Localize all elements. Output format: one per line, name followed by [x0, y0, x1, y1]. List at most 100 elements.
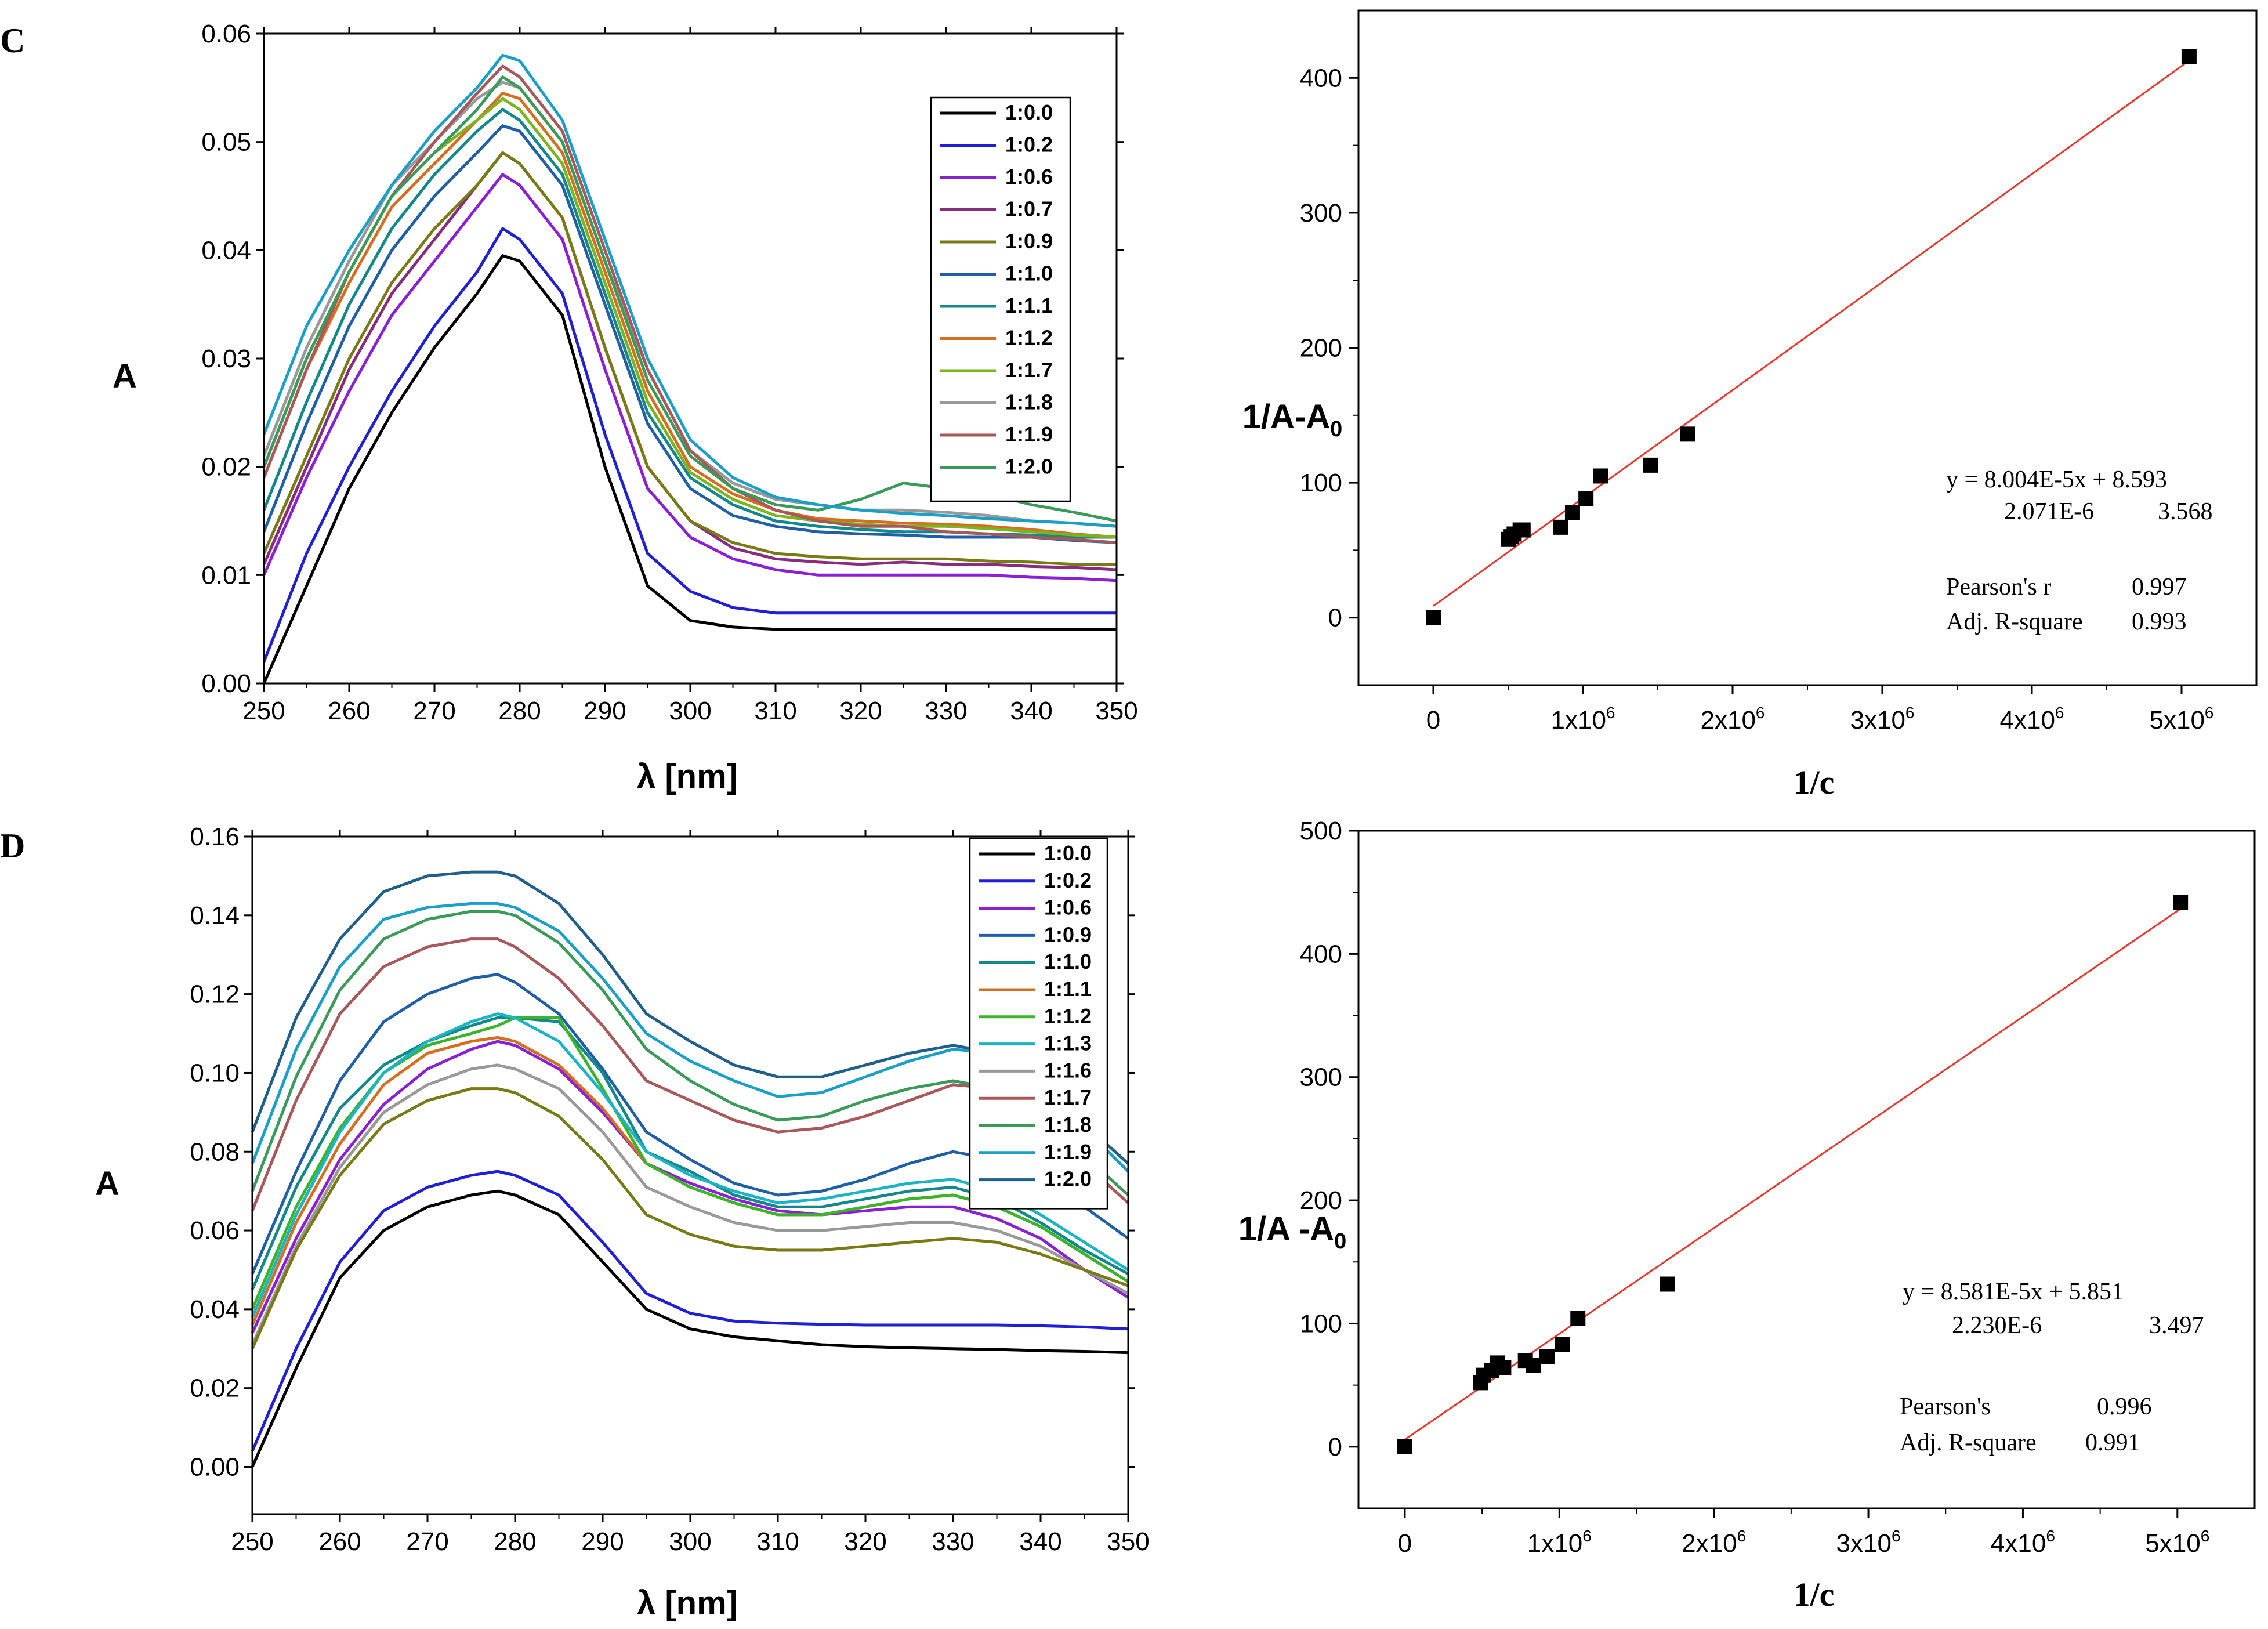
series-line	[262, 64, 1117, 544]
plot-frame	[1357, 9, 2258, 686]
y-axis-label: A	[113, 357, 137, 395]
x-tick-label: 260	[328, 697, 370, 725]
x-tick-label: 320	[839, 697, 882, 725]
data-point	[1680, 426, 1695, 442]
y-tick-label: 0	[1328, 604, 1342, 632]
series-line	[262, 124, 1117, 544]
data-point	[1526, 1358, 1541, 1373]
legend-label: 1:1.2	[1044, 1004, 1092, 1028]
fit-statistics: y = 8.004E-5x + 8.593 2.071E-6 3.568 Pea…	[1946, 466, 2213, 635]
y-tick-label: 400	[1300, 940, 1342, 968]
legend-label: 1:1.0	[1005, 262, 1053, 285]
y-tick-label: 0.00	[190, 1453, 240, 1482]
series-line	[262, 227, 1117, 663]
legend-label: 1:1.1	[1044, 977, 1092, 1001]
legend: 1:0.0 1:0.2 1:0.6 1:0.7 1:0.9 1:1.0 1:1.1 1:1.2…	[930, 96, 1071, 502]
y-tick-label: 0.16	[190, 823, 240, 851]
x-tick-label: 290	[581, 1527, 624, 1556]
x-tick-label: 260	[318, 1527, 361, 1556]
x-tick-label: 340	[1010, 697, 1052, 725]
data-point	[1553, 519, 1568, 535]
x-tick-label: 2x106	[1701, 704, 1765, 734]
legend-label: 1:0.9	[1005, 229, 1053, 253]
x-tick-label: 290	[584, 697, 626, 725]
y-tick-label: 0.06	[190, 1217, 240, 1245]
series-line	[251, 1087, 1129, 1349]
x-tick-label: 330	[932, 1527, 974, 1556]
data-point	[1496, 1360, 1512, 1375]
legend-label: 1:1.1	[1005, 294, 1053, 317]
legend-label: 1:1.3	[1044, 1031, 1092, 1055]
y-tick-label: 0.04	[201, 236, 251, 265]
fit-line	[1404, 908, 2181, 1440]
series-line	[262, 53, 1117, 528]
series-line	[262, 254, 1117, 685]
x-tick-label: 280	[498, 697, 541, 725]
y-tick-label: 0.04	[190, 1295, 240, 1324]
chart-c-spectra: C A λ [nm] 250 260 270 280 290 300 310 320 330 34…	[0, 20, 1138, 795]
data-point	[2181, 49, 2197, 64]
y-tick-label: 0.01	[201, 561, 251, 589]
x-tick-label: 350	[1107, 1527, 1149, 1556]
x-tick-label: 270	[413, 697, 455, 725]
legend-label: 1:1.9	[1005, 422, 1053, 446]
adj-r-square-value: 0.991	[2085, 1429, 2140, 1456]
x-tick-label: 4x106	[1991, 1527, 2055, 1558]
y-tick-label: 500	[1300, 817, 1342, 845]
panel-label-c: C	[0, 21, 25, 60]
x-tick-label: 250	[231, 1527, 273, 1556]
legend-label: 1:1.8	[1005, 390, 1053, 414]
fit-equation: y = 8.581E-5x + 5.851	[1903, 1279, 2124, 1305]
legend-label: 1:1.7	[1005, 358, 1053, 382]
legend-label: 1:1.2	[1005, 326, 1053, 350]
data-point	[1397, 1439, 1412, 1454]
y-tick-label: 0.06	[201, 20, 251, 48]
y-tick-label: 200	[1300, 334, 1342, 363]
y-tick-label: 300	[1300, 1063, 1342, 1092]
plot-area	[1357, 9, 2258, 686]
legend-label: 1:0.2	[1044, 868, 1092, 892]
axis-ticks: 250 260 270 280 290 300 310 320 330 340 350 0.00 0.0…	[201, 20, 1137, 725]
legend-label: 1:1.0	[1044, 950, 1092, 973]
x-tick-label: 310	[756, 1527, 799, 1556]
y-tick-label: 0.02	[201, 453, 251, 482]
legend: 1:0.0 1:0.2 1:0.61:0.9 1:1.0 1:1.1 1:1.2 1:1.3…	[969, 837, 1108, 1210]
x-tick-label: 4x106	[2000, 704, 2064, 734]
adj-r-square-label: Adj. R-square	[1900, 1429, 2037, 1456]
data-point	[1539, 1349, 1555, 1364]
data-point	[1593, 468, 1608, 484]
x-tick-label: 5x106	[2150, 704, 2214, 734]
x-tick-label: 350	[1095, 697, 1137, 725]
series-line	[262, 151, 1117, 566]
x-axis-label: λ [nm]	[637, 1584, 738, 1622]
y-tick-label: 0.00	[201, 669, 251, 698]
series-line	[262, 92, 1117, 539]
fit-error-intercept: 3.568	[2158, 498, 2213, 525]
legend-label: 1:1.6	[1044, 1058, 1092, 1082]
y-axis-label-main: 1/A-A	[1242, 398, 1330, 436]
fit-error-slope: 2.071E-6	[2004, 498, 2094, 525]
series-line	[262, 173, 1117, 582]
data-point	[1643, 457, 1658, 473]
data-point	[1515, 522, 1531, 538]
fit-equation: y = 8.004E-5x + 8.593	[1946, 466, 2167, 493]
pearson-r-label: Pearson's r	[1946, 574, 2051, 600]
fit-statistics: y = 8.581E-5x + 5.851 2.230E-6 3.497 Pea…	[1900, 1279, 2204, 1456]
plot-frame	[263, 32, 1118, 685]
y-tick-label: 300	[1300, 199, 1342, 227]
plot-area	[1357, 830, 2256, 1509]
y-tick-label: 100	[1300, 469, 1342, 497]
x-tick-label: 250	[242, 697, 285, 725]
adj-r-square-label: Adj. R-square	[1946, 609, 2083, 635]
legend-label: 1:0.7	[1005, 197, 1053, 221]
y-axis-label-main: 1/A -A	[1238, 1210, 1334, 1248]
legend-label: 1:0.6	[1044, 896, 1092, 920]
legend-label: 1:2.0	[1044, 1167, 1092, 1191]
chart-c-fit: 1/A-A0 1/c 0 1x106 2x106 3x106 4x106 5x106010…	[1242, 9, 2258, 801]
legend-label: 1:0.9	[1044, 922, 1092, 946]
y-axis-label: A	[95, 1165, 119, 1203]
y-axis-label-subscript: 0	[1334, 1229, 1346, 1254]
series-line	[251, 1170, 1129, 1452]
x-tick-label: 5x106	[2145, 1527, 2209, 1558]
data-point	[1564, 505, 1580, 520]
